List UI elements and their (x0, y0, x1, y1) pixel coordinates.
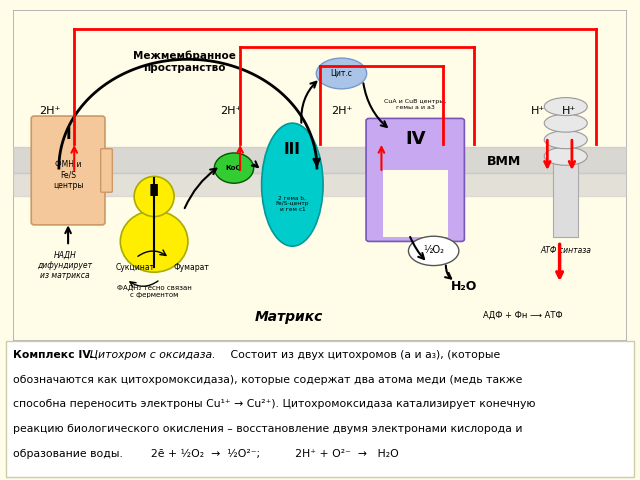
FancyBboxPatch shape (100, 149, 113, 192)
Ellipse shape (134, 176, 174, 216)
Text: 2H⁺: 2H⁺ (39, 107, 60, 116)
Text: НАДН
дифундирует
из матрикса: НАДН дифундирует из матрикса (38, 250, 93, 280)
FancyBboxPatch shape (366, 119, 465, 241)
Text: Комплекс IV.: Комплекс IV. (13, 350, 93, 360)
Ellipse shape (544, 131, 588, 149)
Text: H⁺: H⁺ (562, 107, 576, 116)
Circle shape (214, 153, 253, 183)
Text: ВММ: ВММ (487, 155, 522, 168)
Text: КоQ: КоQ (226, 165, 242, 171)
Text: Межмембранное
пространство: Межмембранное пространство (133, 50, 236, 72)
Text: Сукцинат: Сукцинат (116, 263, 156, 272)
Bar (13, 173, 627, 196)
Text: Состоит из двух цитохромов (а и а₃), (которые: Состоит из двух цитохромов (а и а₃), (ко… (227, 350, 500, 360)
Text: ФМН и
Fe/S
центры: ФМН и Fe/S центры (53, 160, 83, 190)
Text: 2 гема b,
Fe/S-центр
и гем c1: 2 гема b, Fe/S-центр и гем c1 (276, 195, 309, 212)
Text: I: I (65, 128, 71, 143)
Text: II: II (148, 184, 160, 199)
Bar (13, 147, 627, 173)
Text: Матрикс: Матрикс (255, 310, 323, 324)
Text: Цит.с: Цит.с (331, 69, 353, 78)
Ellipse shape (544, 147, 588, 165)
Text: Цитохром c оксидаза.: Цитохром c оксидаза. (86, 350, 216, 360)
Text: ФАДН₂ тесно связан
с ферментом: ФАДН₂ тесно связан с ферментом (116, 285, 191, 298)
Text: 2H⁺: 2H⁺ (331, 107, 352, 116)
FancyBboxPatch shape (31, 116, 105, 225)
FancyBboxPatch shape (383, 170, 448, 237)
Ellipse shape (408, 236, 459, 265)
Text: АДФ + Фн ⟶ АТФ: АДФ + Фн ⟶ АТФ (483, 310, 563, 319)
Ellipse shape (544, 114, 588, 132)
Text: способна переносить электроны Cu¹⁺ → Cu²⁺). Цитохромоксидаза катализирует конечн: способна переносить электроны Cu¹⁺ → Cu²… (13, 399, 535, 409)
Text: III: III (284, 142, 301, 156)
FancyBboxPatch shape (13, 10, 627, 341)
Bar (554, 161, 578, 237)
Text: ½O₂: ½O₂ (423, 245, 444, 255)
Text: Фумарат: Фумарат (173, 263, 209, 272)
Text: IV: IV (405, 130, 426, 148)
Ellipse shape (120, 211, 188, 272)
Text: CuA и CuB центры,
гемы а и а3: CuA и CuB центры, гемы а и а3 (384, 99, 446, 109)
Text: 2H⁺: 2H⁺ (220, 107, 241, 116)
Text: H⁺: H⁺ (531, 107, 545, 116)
Text: образование воды.        2ē + ½O₂  →  ½O²⁻;          2H⁺ + O²⁻  →   H₂O: образование воды. 2ē + ½O₂ → ½O²⁻; 2H⁺ +… (13, 449, 399, 459)
Ellipse shape (316, 58, 367, 89)
Text: H₂O: H₂O (451, 280, 477, 293)
Ellipse shape (262, 123, 323, 246)
Text: реакцию биологического окисления – восстановление двумя электронами кислорода и: реакцию биологического окисления – восст… (13, 424, 522, 434)
Text: АТФ синтаза: АТФ синтаза (540, 246, 591, 255)
Text: обозначаются как цитохромоксидаза), которые содержат два атома меди (медь также: обозначаются как цитохромоксидаза), кото… (13, 374, 522, 384)
FancyBboxPatch shape (6, 341, 634, 477)
Ellipse shape (544, 97, 588, 116)
